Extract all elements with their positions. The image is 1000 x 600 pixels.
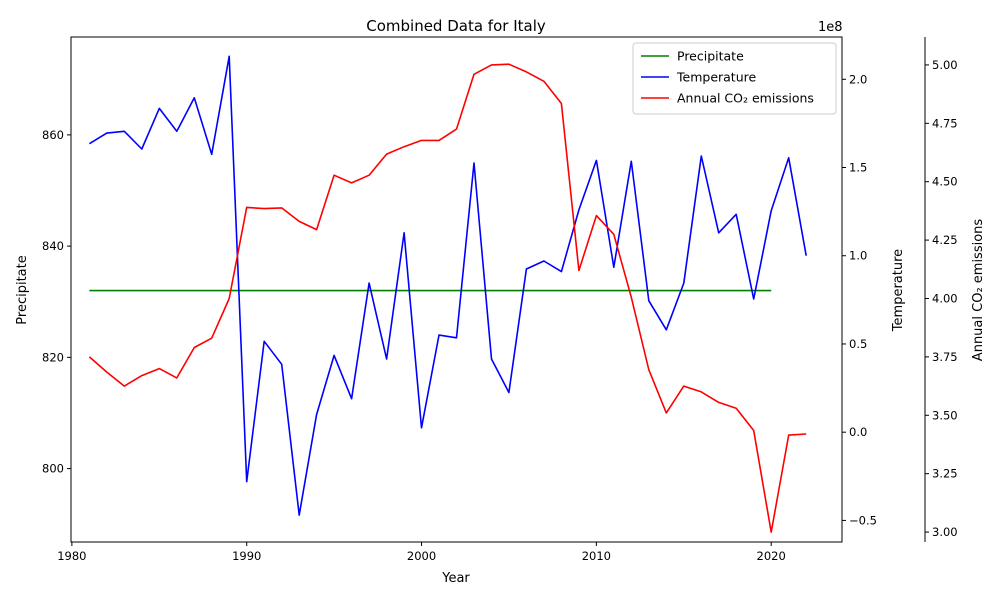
co2-tick-label: 3.25 — [932, 467, 958, 481]
x-axis-label: Year — [441, 571, 470, 586]
series-line-co2 — [88, 63, 807, 533]
x-axis: 1980 1990 2000 2010 2020 — [57, 542, 786, 563]
legend: Precipitate Temperature Annual CO₂ emissio… — [632, 42, 837, 115]
precipitate-tick-label: 820 — [42, 350, 64, 364]
x-tick-label: 2000 — [407, 549, 436, 563]
x-tick-label: 2010 — [582, 549, 611, 563]
x-tick-label: 2020 — [757, 549, 786, 563]
series-lines — [88, 55, 807, 533]
temperature-tick-label: 0.5 — [849, 337, 867, 351]
co2-axis: 3.00 3.25 3.50 3.75 4.00 4.25 4.50 4.75 5.00 — [924, 37, 958, 542]
plot-area — [70, 36, 843, 543]
precipitate-axis: 800 820 840 860 — [42, 128, 71, 476]
temperature-tick-label: 1.5 — [849, 161, 867, 175]
legend-entry: Precipitate — [677, 49, 744, 64]
legend-box — [632, 42, 837, 115]
temperature-tick-label: 2.0 — [849, 72, 867, 86]
temperature-tick-label: 1.0 — [849, 249, 867, 263]
co2-tick-label: 3.00 — [932, 525, 958, 539]
plot-frame — [70, 36, 843, 543]
precipitate-tick-label: 840 — [42, 239, 64, 253]
co2-axis-label: Annual CO₂ emissions — [971, 219, 986, 362]
co2-tick-label: 4.75 — [932, 116, 958, 130]
x-tick-label: 1990 — [232, 549, 261, 563]
precipitate-tick-label: 800 — [42, 462, 64, 476]
co2-tick-label: 4.50 — [932, 175, 958, 189]
series-line-temperature — [88, 55, 807, 516]
co2-tick-label: 4.00 — [932, 291, 958, 305]
temperature-tick-label: 0.0 — [849, 425, 867, 439]
co2-tick-label: 4.25 — [932, 233, 958, 247]
temperature-tick-label: −0.5 — [849, 513, 877, 527]
temperature-axis-label: Temperature — [891, 249, 906, 332]
chart-title: Combined Data for Italy — [366, 17, 546, 35]
precipitate-tick-label: 860 — [42, 128, 64, 142]
temperature-offset-text: 1e8 — [818, 20, 843, 35]
x-tick-label: 1980 — [57, 549, 86, 563]
temperature-axis: −0.5 0.0 0.5 1.0 1.5 2.0 — [842, 72, 877, 527]
co2-tick-label: 3.50 — [932, 408, 958, 422]
legend-entry: Annual CO₂ emissions — [677, 91, 814, 106]
co2-tick-label: 5.00 — [932, 58, 958, 72]
legend-entry: Temperature — [676, 70, 756, 85]
co2-tick-label: 3.75 — [932, 350, 958, 364]
precipitate-axis-label: Precipitate — [15, 255, 30, 324]
